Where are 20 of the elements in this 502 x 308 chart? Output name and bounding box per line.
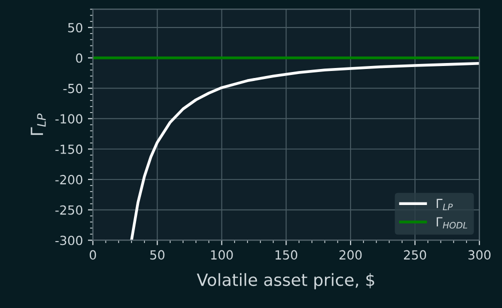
y-tick-label: 50 (68, 22, 82, 32)
x-axis-title: Volatile asset price, $ (196, 273, 374, 290)
y-tick-label: -150 (55, 144, 82, 154)
x-tick-label: 150 (276, 250, 298, 260)
y-tick-label: -300 (55, 236, 82, 246)
legend-label: Γ$_{LP}$ (436, 198, 453, 210)
x-tick-label: 200 (340, 250, 362, 260)
x-tick-label: 300 (468, 250, 491, 260)
legend-label: Γ$_{HODL}$ (436, 217, 468, 229)
y-tick-label: -200 (55, 174, 82, 184)
x-tick-label: 50 (150, 250, 164, 260)
y-tick-label: 0 (76, 53, 82, 63)
y-axis-title: Γ$_{LP}$ (30, 114, 46, 135)
line-series (130, 62, 480, 240)
x-tick-label: 250 (404, 250, 426, 260)
x-tick-label: 100 (211, 250, 233, 260)
x-tick-label: 0 (90, 250, 96, 260)
y-tick-label: -250 (55, 205, 82, 215)
y-tick-label: -100 (55, 114, 82, 124)
y-tick-label: -50 (63, 84, 82, 94)
